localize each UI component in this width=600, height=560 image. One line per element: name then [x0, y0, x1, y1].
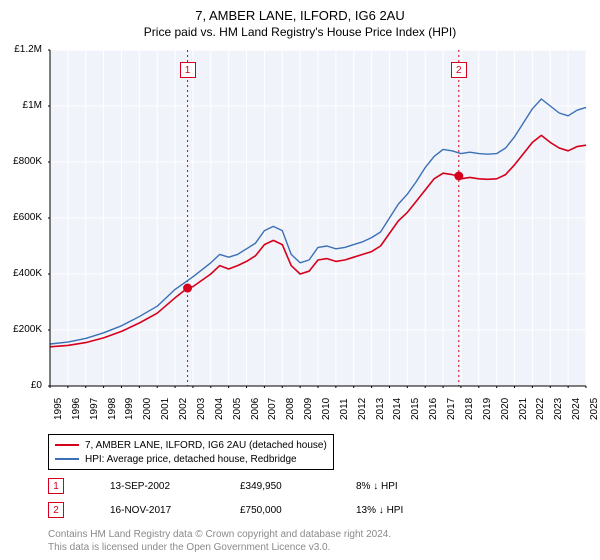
sale-row: 1 13-SEP-2002 £349,950 8% ↓ HPI: [48, 478, 588, 494]
x-tick-label: 2009: [303, 398, 314, 420]
x-tick-label: 2001: [160, 398, 171, 420]
y-tick-label: £1M: [2, 100, 42, 111]
sale-badge: 1: [48, 478, 64, 494]
chart-area: £0£200K£400K£600K£800K£1M£1.2M1995199619…: [48, 48, 588, 388]
y-tick-label: £0: [2, 380, 42, 391]
title-subtitle: Price paid vs. HM Land Registry's House …: [0, 25, 600, 39]
x-tick-label: 2021: [518, 398, 529, 420]
chart-titles: 7, AMBER LANE, ILFORD, IG6 2AU Price pai…: [0, 0, 600, 39]
x-tick-label: 2022: [535, 398, 546, 420]
x-tick-label: 2013: [375, 398, 386, 420]
x-tick-label: 2000: [142, 398, 153, 420]
x-tick-label: 2006: [250, 398, 261, 420]
sale-price: £750,000: [240, 505, 310, 516]
x-tick-label: 2003: [196, 398, 207, 420]
x-tick-label: 2008: [285, 398, 296, 420]
legend-swatch: [55, 444, 79, 446]
x-tick-label: 2014: [392, 398, 403, 420]
sale-badge: 2: [48, 502, 64, 518]
line-chart: [48, 48, 588, 388]
sale-price: £349,950: [240, 481, 310, 492]
x-tick-label: 2007: [267, 398, 278, 420]
y-tick-label: £800K: [2, 156, 42, 167]
x-tick-label: 2017: [446, 398, 457, 420]
x-tick-label: 2002: [178, 398, 189, 420]
sale-row: 2 16-NOV-2017 £750,000 13% ↓ HPI: [48, 502, 588, 518]
x-tick-label: 2023: [553, 398, 564, 420]
x-tick-label: 1995: [53, 398, 64, 420]
chart-container: 7, AMBER LANE, ILFORD, IG6 2AU Price pai…: [0, 0, 600, 560]
sale-date: 13-SEP-2002: [110, 481, 194, 492]
x-tick-label: 2018: [464, 398, 475, 420]
legend-label: 7, AMBER LANE, ILFORD, IG6 2AU (detached…: [85, 440, 327, 451]
x-tick-label: 2016: [428, 398, 439, 420]
x-tick-label: 1999: [124, 398, 135, 420]
legend-swatch: [55, 458, 79, 460]
y-tick-label: £200K: [2, 324, 42, 335]
x-tick-label: 2024: [571, 398, 582, 420]
sale-marker-badge: 2: [451, 62, 467, 78]
x-tick-label: 1997: [89, 398, 100, 420]
x-tick-label: 2010: [321, 398, 332, 420]
x-tick-label: 2005: [232, 398, 243, 420]
y-tick-label: £600K: [2, 212, 42, 223]
sale-date: 16-NOV-2017: [110, 505, 194, 516]
x-tick-label: 2004: [214, 398, 225, 420]
x-tick-label: 2012: [357, 398, 368, 420]
x-tick-label: 1998: [107, 398, 118, 420]
footer-line-1: Contains HM Land Registry data © Crown c…: [48, 528, 588, 541]
bottom-panel: 7, AMBER LANE, ILFORD, IG6 2AU (detached…: [48, 434, 588, 554]
sale-marker-badge: 1: [180, 62, 196, 78]
x-tick-label: 2015: [410, 398, 421, 420]
legend-label: HPI: Average price, detached house, Redb…: [85, 454, 297, 465]
legend-row: 7, AMBER LANE, ILFORD, IG6 2AU (detached…: [55, 438, 327, 452]
legend-row: HPI: Average price, detached house, Redb…: [55, 452, 327, 466]
x-tick-label: 2011: [339, 398, 350, 420]
x-tick-label: 1996: [71, 398, 82, 420]
y-tick-label: £400K: [2, 268, 42, 279]
sale-delta: 8% ↓ HPI: [356, 481, 446, 492]
x-tick-label: 2019: [482, 398, 493, 420]
legend: 7, AMBER LANE, ILFORD, IG6 2AU (detached…: [48, 434, 334, 470]
footer-line-2: This data is licensed under the Open Gov…: [48, 541, 588, 554]
x-tick-label: 2020: [500, 398, 511, 420]
title-address: 7, AMBER LANE, ILFORD, IG6 2AU: [0, 8, 600, 23]
sales-list: 1 13-SEP-2002 £349,950 8% ↓ HPI 2 16-NOV-2017…: [48, 478, 588, 518]
footer-attribution: Contains HM Land Registry data © Crown c…: [48, 528, 588, 554]
x-tick-label: 2025: [589, 398, 600, 420]
sale-delta: 13% ↓ HPI: [356, 505, 446, 516]
y-tick-label: £1.2M: [2, 44, 42, 55]
